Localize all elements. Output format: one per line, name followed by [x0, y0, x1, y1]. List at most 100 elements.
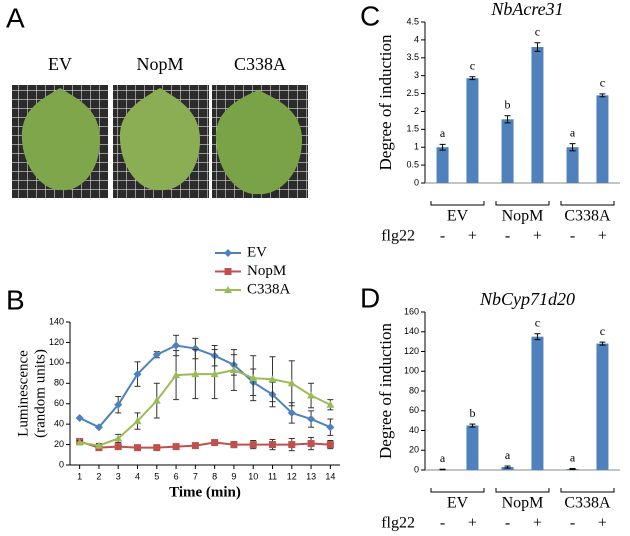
- x-tick-label: -: [570, 228, 575, 245]
- significance-letter: b: [505, 97, 511, 111]
- legend-marker: [224, 286, 232, 293]
- significance-letter: a: [440, 451, 446, 465]
- y-tick-label: 1: [414, 142, 419, 152]
- series-line: [79, 344, 331, 429]
- x-tick-label: +: [598, 228, 607, 245]
- group-bracket: [430, 201, 485, 206]
- x-tick-label: 7: [193, 471, 198, 481]
- photo-label: NopM: [136, 54, 183, 74]
- significance-letter: c: [535, 315, 540, 329]
- y-tick-label: 0: [414, 177, 419, 187]
- significance-letter: a: [505, 448, 511, 462]
- marker: [211, 439, 219, 447]
- marker: [191, 442, 199, 450]
- x-tick-label: 6: [174, 471, 179, 481]
- marker: [172, 443, 180, 451]
- y-tick-label: 160: [404, 306, 419, 316]
- group-bracket: [560, 201, 615, 206]
- marker: [307, 391, 316, 399]
- marker: [269, 441, 276, 449]
- panel-label: A: [6, 2, 25, 33]
- marker: [326, 441, 334, 449]
- legend-marker: [224, 249, 232, 257]
- bar: [566, 147, 579, 183]
- bar: [436, 147, 449, 183]
- series-line: [79, 368, 331, 447]
- y-tick-label: 120: [49, 337, 64, 347]
- marker: [172, 341, 181, 350]
- marker: [133, 417, 142, 425]
- y-axis-label: (random units): [32, 349, 48, 438]
- marker: [152, 350, 161, 359]
- panel-label: D: [360, 282, 380, 313]
- x-tick-label: -: [570, 515, 575, 532]
- marker: [287, 408, 296, 417]
- y-tick-label: 0: [414, 464, 419, 474]
- marker: [249, 441, 257, 449]
- photo-label: EV: [48, 54, 72, 74]
- significance-letter: b: [469, 406, 475, 420]
- y-tick-label: 40: [409, 425, 419, 435]
- significance-letter: a: [570, 450, 576, 464]
- treatment-label: flg22: [381, 228, 415, 245]
- x-tick-label: 5: [154, 471, 159, 481]
- marker: [191, 344, 200, 353]
- marker: [326, 423, 335, 432]
- y-tick-label: 80: [409, 385, 419, 395]
- chart-title: NbCyp71d20: [479, 289, 575, 309]
- bar: [466, 78, 479, 183]
- marker: [249, 374, 258, 382]
- marker: [326, 400, 335, 408]
- panel-label: B: [6, 284, 25, 315]
- y-tick-label: 20: [54, 439, 64, 449]
- significance-letter: c: [600, 324, 605, 338]
- x-tick-label: +: [468, 515, 477, 532]
- x-tick-label: 14: [325, 471, 335, 481]
- leaf: [119, 88, 200, 191]
- y-tick-label: 2: [414, 106, 419, 116]
- x-tick-label: 4: [135, 471, 140, 481]
- bar: [531, 336, 544, 470]
- significance-letter: c: [470, 58, 475, 72]
- x-tick-label: 12: [287, 471, 297, 481]
- group-bracket: [560, 488, 615, 493]
- group-label: NopM: [502, 208, 544, 225]
- marker: [114, 434, 123, 442]
- marker: [75, 414, 84, 423]
- bar: [501, 119, 514, 183]
- marker: [288, 441, 296, 449]
- y-tick-label: 140: [49, 316, 64, 326]
- significance-letter: a: [570, 125, 576, 139]
- y-tick-label: 0: [59, 459, 64, 469]
- marker: [191, 370, 200, 378]
- bar: [531, 47, 544, 183]
- x-tick-label: 3: [116, 471, 121, 481]
- marker: [172, 371, 181, 379]
- y-tick-label: 60: [409, 405, 419, 415]
- group-bracket: [430, 488, 485, 493]
- leaf: [215, 90, 302, 195]
- legend-marker: [224, 268, 232, 275]
- x-tick-label: 11: [268, 471, 277, 481]
- marker: [114, 400, 123, 409]
- marker: [133, 370, 142, 379]
- group-label: EV: [447, 495, 469, 512]
- marker: [114, 443, 122, 451]
- significance-letter: c: [600, 76, 605, 90]
- group-bracket: [495, 201, 550, 206]
- significance-letter: a: [440, 126, 446, 140]
- x-tick-label: +: [533, 228, 542, 245]
- y-tick-label: 40: [54, 419, 64, 429]
- leaf-photos: EV NopM C338A: [12, 54, 308, 198]
- marker: [153, 444, 161, 452]
- marker: [307, 415, 316, 424]
- x-tick-label: -: [440, 515, 445, 532]
- group-label: C338A: [564, 208, 611, 225]
- x-tick-label: +: [533, 515, 542, 532]
- y-tick-label: 140: [404, 326, 419, 336]
- x-tick-label: 2: [96, 471, 101, 481]
- photo-label: C338A: [234, 54, 286, 74]
- marker: [152, 396, 161, 404]
- y-axis-label: Degree of induction: [376, 323, 395, 459]
